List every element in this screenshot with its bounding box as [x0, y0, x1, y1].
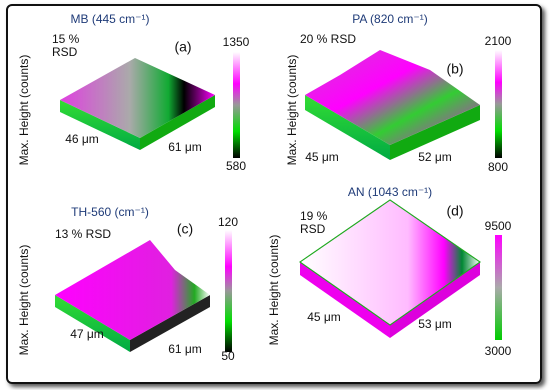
figure-frame — [6, 4, 542, 384]
rsd-text: 19 % — [300, 209, 328, 223]
panel-title: TH-560 (cm⁻¹) — [71, 205, 149, 219]
surface-a — [60, 58, 215, 150]
y-axis-label: Max. Height (counts) — [285, 55, 299, 166]
y-axis-label: Max. Height (counts) — [17, 245, 31, 356]
panel-title: AN (1043 cm⁻¹) — [348, 185, 432, 199]
colorbar-d — [495, 235, 502, 340]
panel-label: (c) — [177, 221, 193, 237]
colorbar-b — [495, 50, 502, 158]
y-axis-label: Max. Height (counts) — [17, 55, 31, 166]
rsd-text: RSD — [300, 222, 326, 236]
colorbar-min: 580 — [226, 159, 246, 173]
x-axis-label: 45 μm — [307, 310, 341, 324]
rsd-text: RSD — [52, 45, 78, 59]
panel-label: (d) — [446, 203, 463, 219]
depth-axis-label: 61 μm — [168, 342, 202, 356]
colorbar-max: 1350 — [223, 35, 250, 49]
y-axis-label: Max. Height (counts) — [267, 235, 281, 346]
x-axis-label: 47 μm — [70, 327, 104, 341]
rsd-text: 15 % — [52, 32, 80, 46]
x-axis-label: 45 μm — [305, 150, 339, 164]
panel-label: (b) — [446, 61, 463, 77]
surface-d — [299, 199, 481, 338]
surface-c — [55, 240, 210, 352]
colorbar-min: 3000 — [485, 344, 512, 358]
rsd-text: 13 % RSD — [55, 227, 111, 241]
x-axis-label: 46 μm — [65, 132, 99, 146]
colorbar-min: 50 — [221, 349, 235, 363]
colorbar-max: 9500 — [485, 219, 512, 233]
surface-b — [305, 50, 480, 160]
colorbar-max: 2100 — [485, 34, 512, 48]
panel-title: PA (820 cm⁻¹) — [352, 12, 427, 26]
colorbar-max: 120 — [218, 215, 238, 229]
panel-title: MB (445 cm⁻¹) — [70, 12, 149, 26]
colorbar-c — [225, 230, 232, 352]
depth-axis-label: 52 μm — [418, 150, 452, 164]
colorbar-min: 800 — [488, 160, 508, 174]
depth-axis-label: 61 μm — [168, 140, 202, 154]
colorbar-a — [233, 52, 240, 158]
rsd-text: 20 % RSD — [300, 32, 356, 46]
panel-label: (a) — [174, 39, 191, 55]
depth-axis-label: 53 μm — [418, 317, 452, 331]
